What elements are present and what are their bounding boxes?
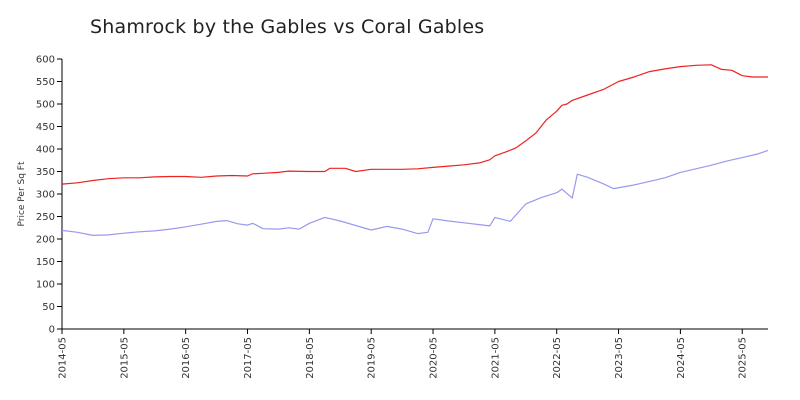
y-tick-label: 0 [49,325,55,336]
y-tick-label: 150 [36,257,55,268]
y-tick-label: 450 [36,122,55,133]
y-tick-label: 300 [36,190,55,201]
x-tick-label: 2015-05 [119,337,130,379]
x-tick-label: 2021-05 [490,337,501,379]
y-tick-label: 600 [36,55,55,66]
y-tick-label: 400 [36,145,55,156]
x-tick-label: 2018-05 [305,337,316,379]
x-tick-label: 2024-05 [676,337,687,379]
y-axis: 0 50 100 150 200 250 300 350 400 450 500 550 600 [36,55,63,336]
y-tick-label: 200 [36,235,55,246]
y-tick-label: 500 [36,100,55,111]
x-tick-label: 2022-05 [552,337,563,379]
x-tick-label: 2014-05 [58,337,69,379]
x-tick-label: 2020-05 [429,337,440,379]
y-tick-label: 350 [36,167,55,178]
series-line-1 [61,64,768,185]
x-axis: 2014-05 2015-05 2016-05 2017-05 2018-05 2019-… [58,328,768,379]
x-tick-label: 2017-05 [243,337,254,379]
series-layer [61,64,769,236]
y-tick-label: 50 [42,302,55,313]
x-tick-label: 2023-05 [614,337,625,379]
y-tick-label: 100 [36,280,55,291]
chart-title: Shamrock by the Gables vs Coral Gables [90,16,485,38]
x-tick-label: 2025-05 [738,337,749,379]
x-tick-label: 2019-05 [367,337,378,379]
y-tick-label: 250 [36,212,55,223]
y-tick-label: 550 [36,77,55,88]
x-tick-label: 2016-05 [181,337,192,379]
series-line-2 [61,149,769,236]
